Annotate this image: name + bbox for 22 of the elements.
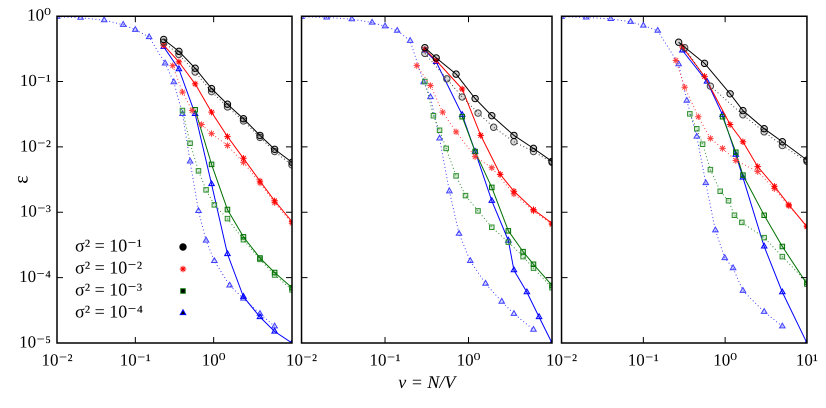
- y-tick-label: 10⁻²: [20, 136, 51, 156]
- y-axis-title: ε: [10, 175, 32, 184]
- y-tick-label: 10⁻⁵: [19, 332, 52, 352]
- legend-label: σ² = 10⁻⁴: [75, 302, 144, 322]
- x-tick-label: 10⁻²: [546, 350, 578, 370]
- x-tick-label: 10⁻²: [41, 350, 73, 370]
- x-tick-label: 10⁻²: [286, 350, 318, 370]
- y-tick-label: 10⁰: [27, 6, 52, 25]
- x-tick-label: 10⁻¹: [369, 350, 401, 370]
- x-tick-label: 10⁰: [713, 350, 738, 370]
- legend-label: σ² = 10⁻³: [75, 280, 143, 300]
- x-tick-label: 10⁰: [456, 350, 481, 370]
- y-tick-label: 10⁻¹: [20, 71, 51, 90]
- x-tick-label: 10⁻¹: [120, 350, 151, 370]
- legend-label: σ² = 10⁻²: [75, 258, 142, 278]
- x-tick-label: 10¹: [796, 350, 818, 370]
- x-tick-label: 10⁻¹: [628, 350, 659, 370]
- y-tick-label: 10⁻⁴: [19, 267, 52, 286]
- x-axis-title: ν = N/V: [398, 372, 458, 392]
- x-tick-label: 10⁰: [202, 350, 226, 370]
- legend-label: σ² = 10⁻¹: [75, 236, 142, 256]
- y-tick-label: 10⁻³: [20, 202, 51, 221]
